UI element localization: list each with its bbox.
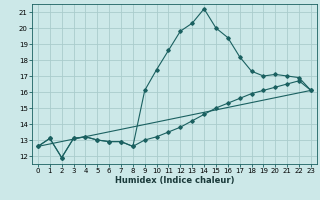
X-axis label: Humidex (Indice chaleur): Humidex (Indice chaleur) <box>115 176 234 185</box>
